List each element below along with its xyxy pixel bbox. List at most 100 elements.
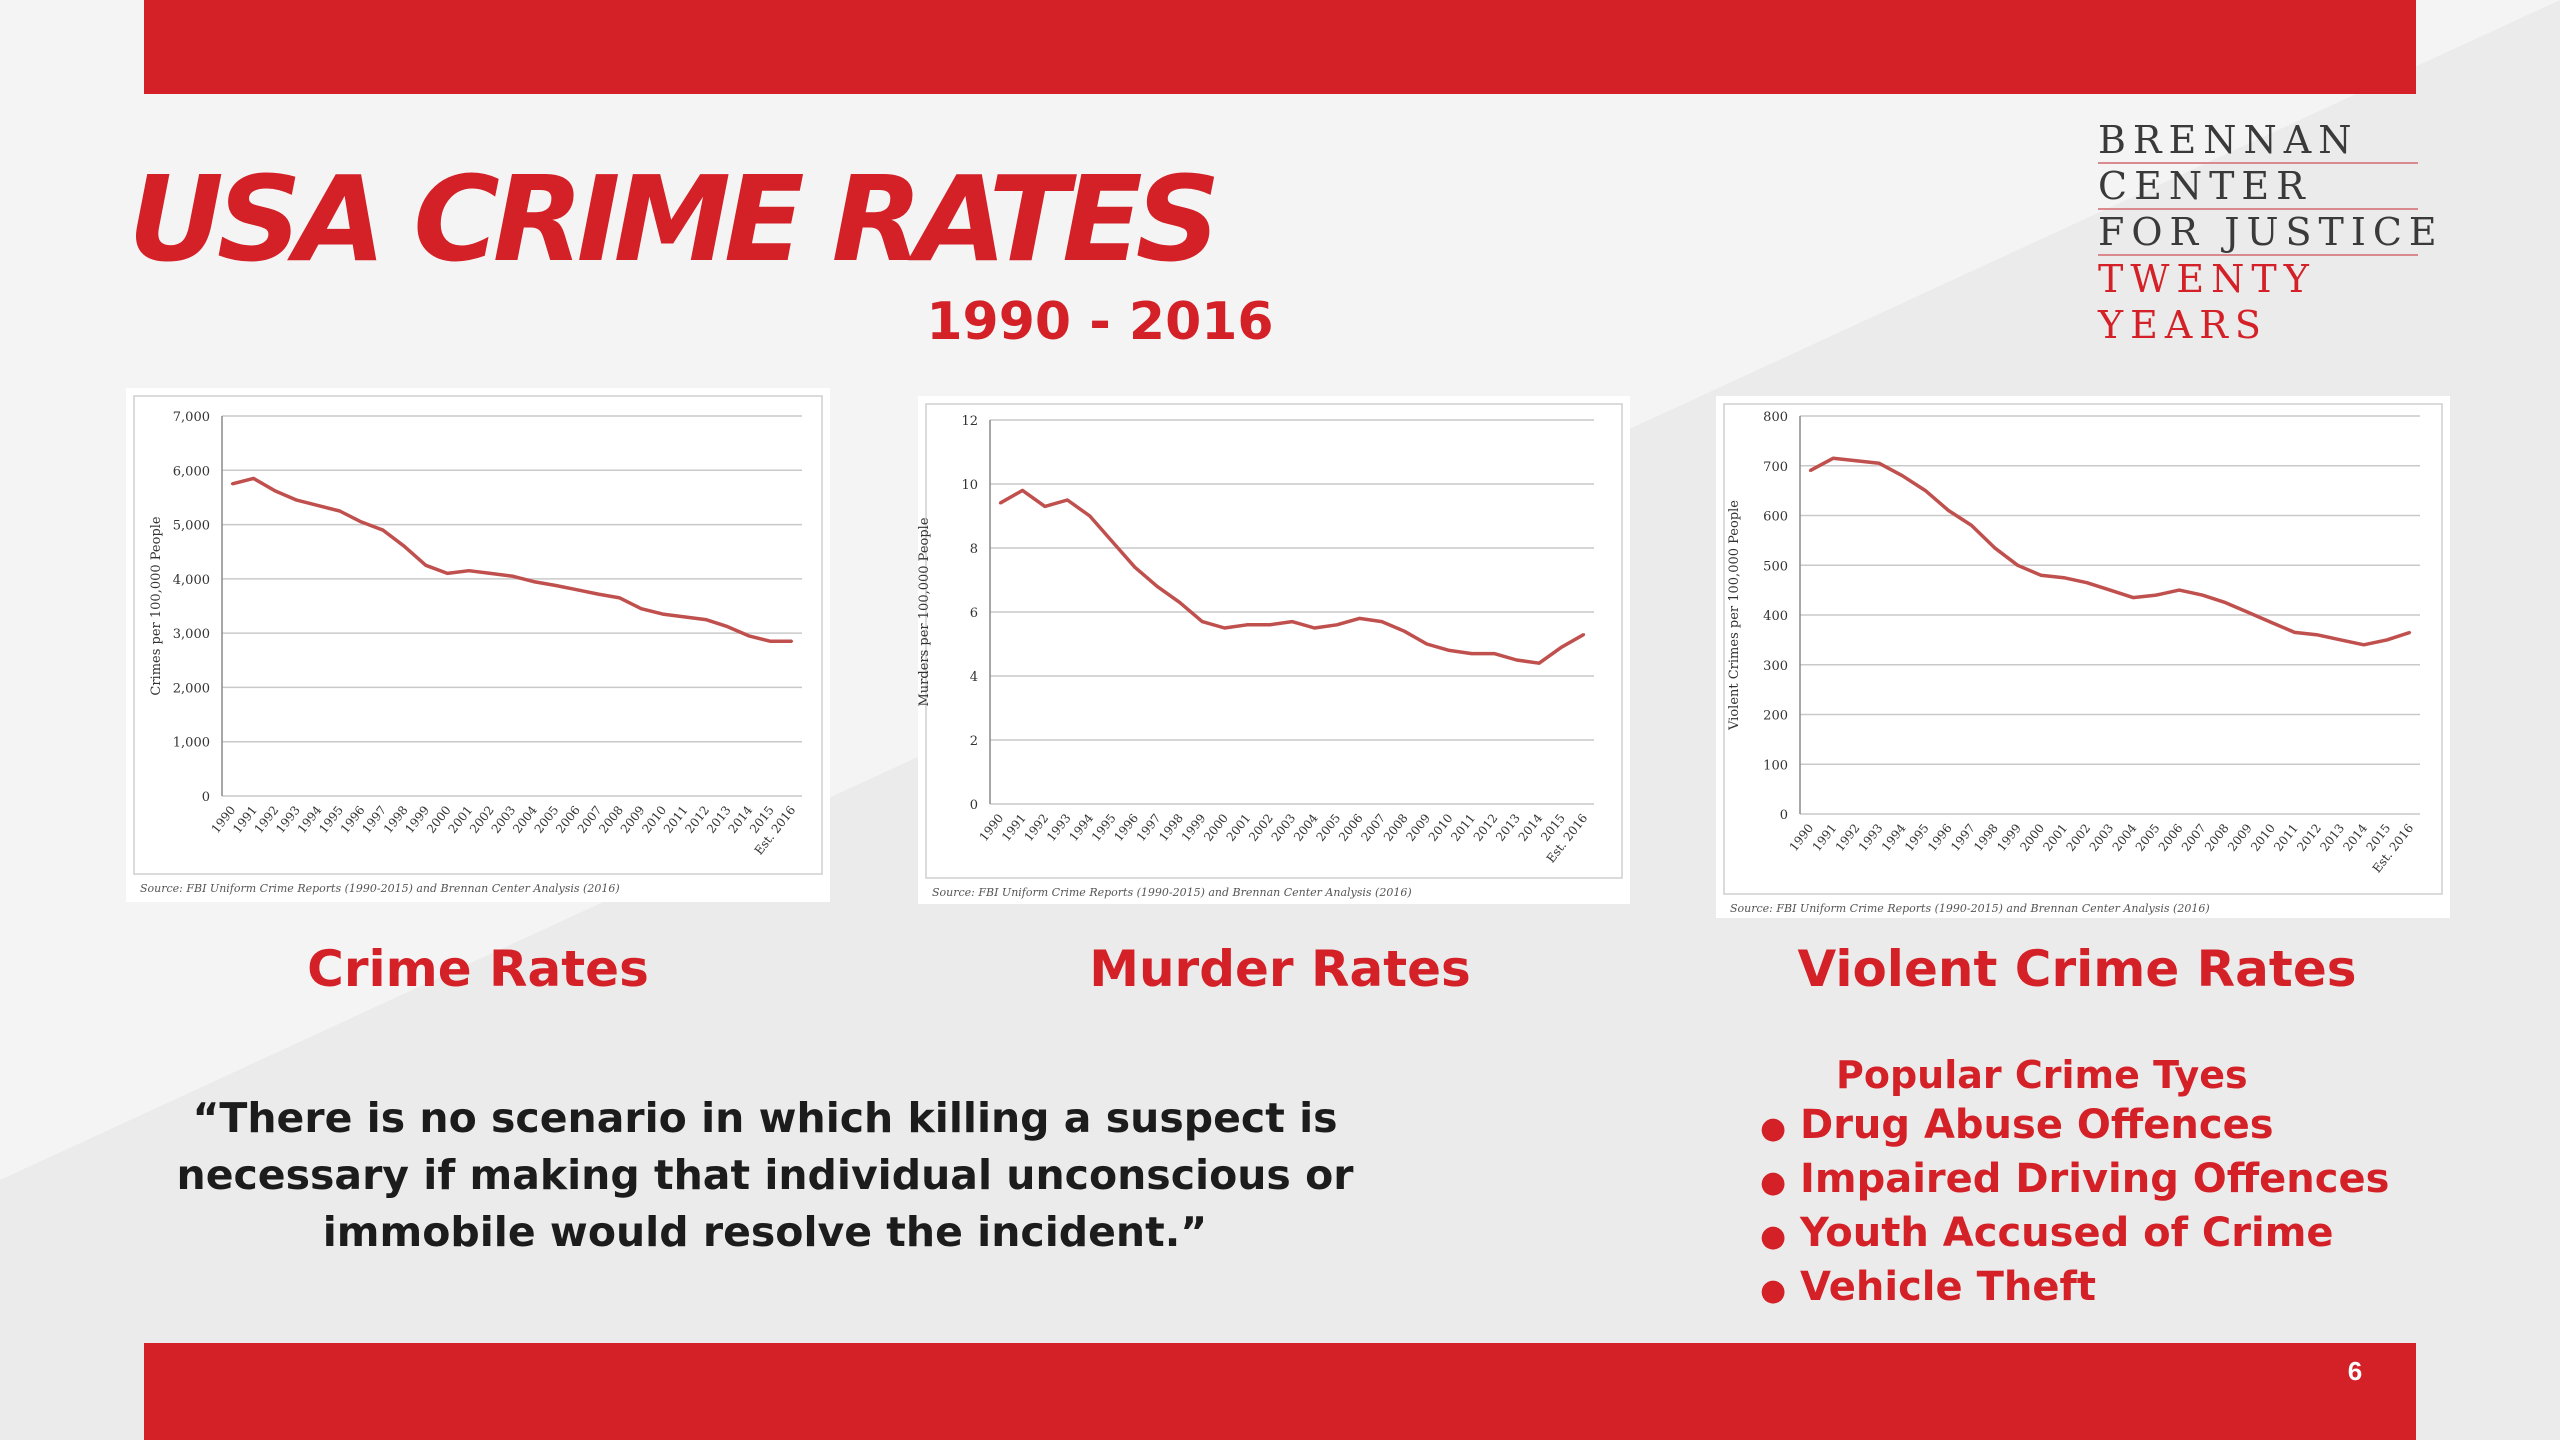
data-point	[1313, 626, 1316, 630]
y-tick-label: 0	[202, 790, 210, 805]
y-tick-label: 100	[1763, 758, 1788, 773]
list-item: ● Youth Accused of Crime	[1760, 1208, 2400, 1262]
data-point	[1582, 633, 1586, 636]
data-point	[726, 625, 729, 628]
x-tick-label: 2006	[2156, 821, 2186, 854]
data-point	[2385, 638, 2389, 642]
x-tick-label: 1991	[999, 811, 1029, 844]
x-tick-label: 2009	[1403, 811, 1433, 844]
data-point	[2154, 593, 2158, 597]
logo-line-5: YEARS	[2098, 303, 2268, 347]
data-point	[1043, 505, 1047, 508]
data-point	[2108, 588, 2112, 592]
data-point	[1133, 566, 1136, 569]
data-point	[1380, 620, 1384, 623]
data-point	[532, 580, 535, 583]
x-tick-label: 1993	[1856, 821, 1886, 854]
x-tick-label: 2011	[1448, 811, 1478, 844]
slide-title: USA CRIME RATES	[128, 150, 1221, 288]
y-tick-label: 12	[961, 414, 978, 429]
brennan-center-logo: BRENNAN CENTER FOR JUSTICE TWENTY YEARS	[2098, 118, 2444, 348]
data-point	[446, 572, 449, 575]
x-tick-label: 2011	[2271, 821, 2301, 854]
y-axis-label: Murders per 100,000 People	[918, 517, 932, 706]
data-point	[1425, 642, 1428, 646]
x-tick-label: 1993	[1044, 811, 1074, 844]
logo-line-1: BRENNAN	[2098, 118, 2418, 164]
x-tick-label: 2000	[2017, 821, 2047, 854]
data-series-line	[231, 476, 792, 644]
data-point	[1901, 474, 1904, 477]
top-red-band	[144, 0, 2416, 94]
x-tick-label: 2004	[2110, 821, 2140, 854]
data-point	[381, 528, 384, 532]
y-tick-label: 200	[1763, 709, 1788, 724]
data-point	[2316, 633, 2319, 637]
data-point	[295, 498, 298, 502]
crime-rates-chart: 0 1,000 2,000 3,000 4,000 5,000 6,000 7,000 Crim…	[126, 388, 830, 902]
x-tick-label: 1998	[1156, 811, 1186, 844]
data-point	[360, 520, 363, 524]
logo-line-3: FOR JUSTICE	[2098, 210, 2444, 256]
data-point	[1111, 540, 1114, 543]
y-tick-label: 500	[1763, 559, 1788, 574]
page-number: 6	[2347, 1356, 2363, 1386]
data-point	[596, 592, 600, 596]
x-tick-label: 2010	[1426, 811, 1456, 844]
data-point	[424, 564, 428, 567]
x-tick-label: 2003	[2087, 821, 2117, 854]
data-point	[1808, 469, 1812, 472]
data-point	[273, 489, 277, 493]
chart-frame	[925, 403, 1623, 879]
data-point	[1560, 646, 1563, 649]
data-series-line	[999, 488, 1585, 665]
data-point	[1515, 658, 1518, 662]
x-tick-label: 2014	[1516, 811, 1546, 844]
x-tick-label: 2003	[1269, 811, 1299, 844]
chart-frame	[1723, 403, 2443, 895]
list-item: ● Drug Abuse Offences	[1760, 1100, 2400, 1154]
data-point	[1993, 546, 1996, 550]
x-tick-label: 2006	[1336, 811, 1366, 844]
data-point	[553, 584, 557, 587]
chart-source-note: Source: FBI Uniform Crime Reports (1990-…	[1730, 902, 2210, 915]
quote-text: “There is no scenario in which killing a…	[176, 1094, 1354, 1256]
murder-rates-chart: 0 2 4 6 8 10 12 Murders per 100,000 People 1990 1…	[918, 396, 1630, 904]
data-point	[2039, 574, 2042, 577]
x-tick-label: 1991	[1810, 821, 1840, 854]
x-tick-label: 2007	[1358, 811, 1388, 844]
data-point	[769, 640, 772, 643]
x-tick-label: 1996	[1111, 811, 1141, 844]
data-point	[2270, 621, 2273, 624]
chart-source-note: Source: FBI Uniform Crime Reports (1990-…	[140, 882, 620, 895]
data-point	[2016, 564, 2019, 567]
data-point	[683, 615, 686, 619]
data-point	[1223, 626, 1226, 630]
data-point	[1947, 509, 1950, 512]
y-axis-label: Crimes per 100,000 People	[149, 516, 164, 696]
data-point	[661, 612, 664, 616]
x-tick-label: 2005	[2133, 821, 2163, 854]
data-point	[2178, 588, 2181, 592]
data-point	[1878, 462, 1881, 465]
x-tick-label: 2008	[2202, 821, 2232, 854]
data-point	[575, 588, 578, 591]
data-point	[2362, 643, 2366, 647]
slide-subtitle: 1990 - 2016	[926, 292, 1274, 352]
data-point	[2062, 576, 2066, 579]
y-tick-label: 300	[1763, 659, 1788, 674]
x-tick-label: 2002	[2063, 821, 2093, 854]
bullet-icon: ●	[1760, 1219, 1787, 1254]
y-tick-label: 4,000	[173, 573, 210, 588]
y-tick-label: 2	[970, 734, 978, 749]
x-tick-label: 2013	[2317, 821, 2347, 854]
data-point	[1178, 601, 1181, 604]
y-tick-label: 700	[1763, 460, 1788, 475]
y-tick-label: 7,000	[173, 410, 210, 425]
data-point	[1021, 489, 1024, 492]
x-tick-label: 1998	[1971, 821, 2001, 854]
crime-type-label: Youth Accused of Crime	[1800, 1210, 2334, 1256]
data-point	[1290, 620, 1294, 623]
x-tick-label: 2001	[2040, 821, 2070, 854]
